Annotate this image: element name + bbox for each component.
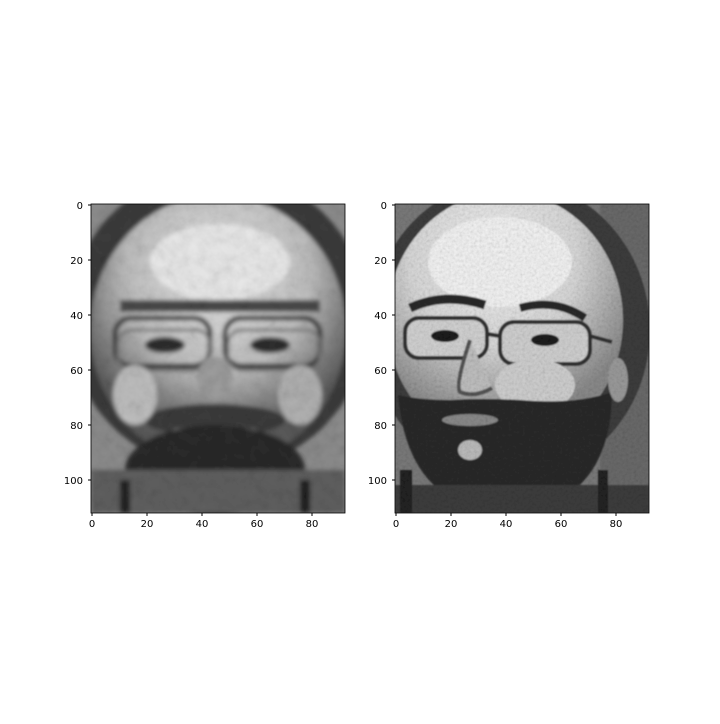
y-tick: 0 bbox=[381, 201, 395, 212]
y-tick-label: 20 bbox=[374, 256, 387, 267]
y-tick-label: 100 bbox=[368, 476, 387, 487]
x-tick-label: 20 bbox=[445, 519, 458, 530]
x-axis-left: 0 20 40 60 80 bbox=[89, 513, 319, 530]
y-tick-label: 40 bbox=[70, 311, 83, 322]
y-tick: 60 bbox=[70, 366, 91, 377]
y-tick: 80 bbox=[70, 421, 91, 432]
y-tick: 80 bbox=[374, 421, 395, 432]
x-tick: 80 bbox=[306, 513, 319, 530]
panel-reconstructed: 0 20 40 60 80 100 0 20 40 60 80 bbox=[64, 201, 346, 530]
y-tick: 60 bbox=[374, 366, 395, 377]
y-axis-right: 0 20 40 60 80 100 bbox=[368, 201, 395, 487]
x-tick-label: 0 bbox=[89, 519, 95, 530]
axes-frame-right bbox=[394, 203, 650, 514]
y-tick-label: 100 bbox=[64, 476, 83, 487]
x-tick: 20 bbox=[445, 513, 458, 530]
y-tick-label: 80 bbox=[374, 421, 387, 432]
y-axis-left: 0 20 40 60 80 100 bbox=[64, 201, 91, 487]
x-tick: 40 bbox=[196, 513, 209, 530]
x-tick-label: 80 bbox=[610, 519, 623, 530]
x-tick-label: 40 bbox=[196, 519, 209, 530]
y-tick-label: 0 bbox=[77, 201, 83, 212]
y-tick-label: 20 bbox=[70, 256, 83, 267]
y-tick: 40 bbox=[374, 311, 395, 322]
y-tick-label: 0 bbox=[381, 201, 387, 212]
axes-frame-left bbox=[90, 203, 346, 514]
x-tick: 0 bbox=[89, 513, 95, 530]
y-tick: 20 bbox=[374, 256, 395, 267]
x-tick: 60 bbox=[251, 513, 264, 530]
y-tick: 40 bbox=[70, 311, 91, 322]
x-tick-label: 60 bbox=[251, 519, 264, 530]
x-tick-label: 20 bbox=[141, 519, 154, 530]
y-tick: 100 bbox=[64, 476, 91, 487]
x-tick: 0 bbox=[393, 513, 399, 530]
y-tick: 20 bbox=[70, 256, 91, 267]
y-tick-label: 40 bbox=[374, 311, 387, 322]
x-tick-label: 40 bbox=[500, 519, 513, 530]
x-tick: 40 bbox=[500, 513, 513, 530]
y-tick-label: 60 bbox=[374, 366, 387, 377]
y-tick: 100 bbox=[368, 476, 395, 487]
x-tick: 20 bbox=[141, 513, 154, 530]
x-tick: 60 bbox=[555, 513, 568, 530]
panel-original: 0 20 40 60 80 100 0 20 40 60 80 bbox=[368, 201, 650, 530]
y-tick-label: 60 bbox=[70, 366, 83, 377]
reconstructed-face-image bbox=[91, 204, 345, 513]
y-tick-label: 80 bbox=[70, 421, 83, 432]
x-tick-label: 80 bbox=[306, 519, 319, 530]
original-face-image bbox=[395, 204, 649, 513]
x-tick-label: 0 bbox=[393, 519, 399, 530]
x-axis-right: 0 20 40 60 80 bbox=[393, 513, 623, 530]
y-tick: 0 bbox=[77, 201, 91, 212]
x-tick-label: 60 bbox=[555, 519, 568, 530]
x-tick: 80 bbox=[610, 513, 623, 530]
